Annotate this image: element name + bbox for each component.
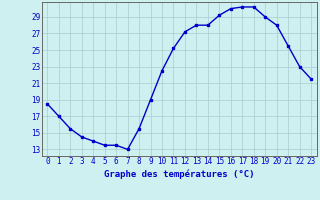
X-axis label: Graphe des températures (°C): Graphe des températures (°C) xyxy=(104,169,254,179)
